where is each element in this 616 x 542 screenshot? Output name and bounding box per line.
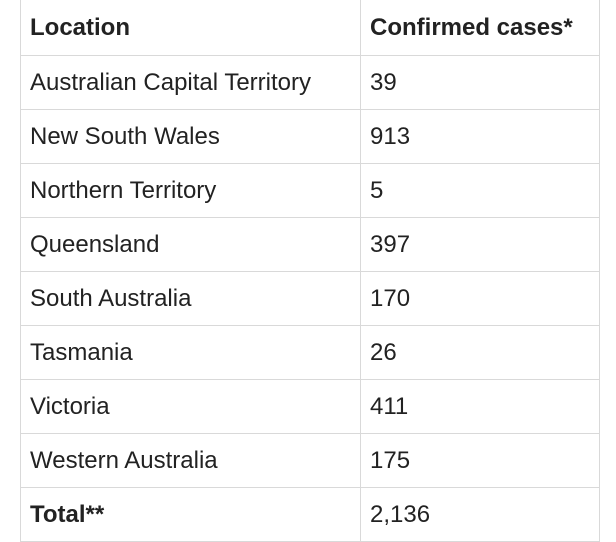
table-header: Location Confirmed cases* [20, 0, 600, 56]
table-body: Australian Capital Territory 39 New South … [20, 55, 600, 542]
cases-cell: 913 [360, 109, 600, 164]
cases-cell: 26 [360, 325, 600, 380]
table-row: New South Wales 913 [20, 109, 600, 164]
table-row: Northern Territory 5 [20, 163, 600, 218]
table-row: Tasmania 26 [20, 325, 600, 380]
cases-cell: 411 [360, 379, 600, 434]
cases-cell: 397 [360, 217, 600, 272]
total-value: 2,136 [360, 487, 600, 542]
header-cell: Confirmed cases* [360, 0, 600, 56]
header-row: Location Confirmed cases* [20, 0, 600, 56]
location-cell: Western Australia [20, 433, 361, 488]
cases-cell: 170 [360, 271, 600, 326]
table-row: Victoria 411 [20, 379, 600, 434]
location-cell: Northern Territory [20, 163, 361, 218]
location-cell: New South Wales [20, 109, 361, 164]
cases-table: Location Confirmed cases* Australian Cap… [20, 0, 600, 542]
cases-cell: 175 [360, 433, 600, 488]
table-container: Location Confirmed cases* Australian Cap… [20, 0, 600, 542]
location-cell: Queensland [20, 217, 361, 272]
cases-cell: 5 [360, 163, 600, 218]
location-cell: Victoria [20, 379, 361, 434]
table-row: Western Australia 175 [20, 433, 600, 488]
table-row: Queensland 397 [20, 217, 600, 272]
location-cell: Tasmania [20, 325, 361, 380]
cases-cell: 39 [360, 55, 600, 110]
total-row: Total** 2,136 [20, 487, 600, 542]
table-row: South Australia 170 [20, 271, 600, 326]
location-cell: South Australia [20, 271, 361, 326]
total-label: Total** [20, 487, 361, 542]
table-row: Australian Capital Territory 39 [20, 55, 600, 110]
location-cell: Australian Capital Territory [20, 55, 361, 110]
header-cell: Location [20, 0, 361, 56]
